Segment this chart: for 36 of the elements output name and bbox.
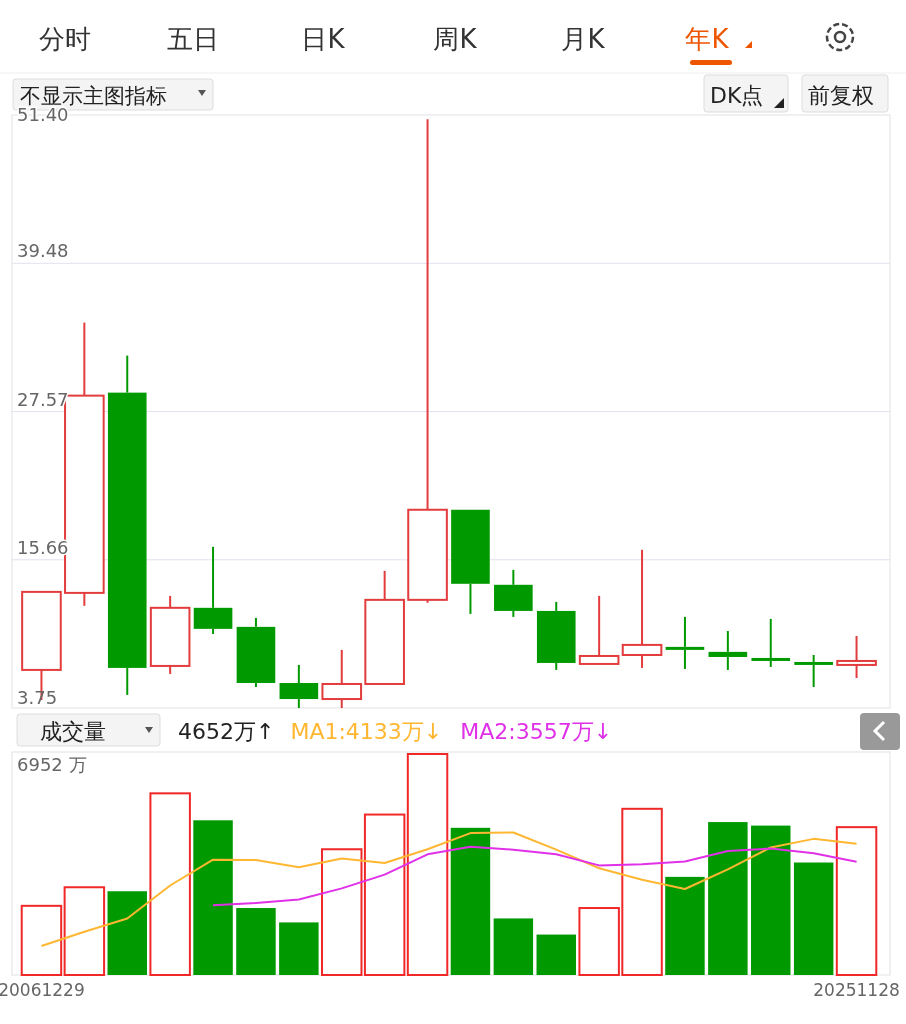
bar (149, 792, 191, 976)
bar (493, 918, 534, 975)
text: 日K (301, 24, 346, 54)
text: 周K (433, 24, 478, 54)
chart-title: 成交量 (40, 719, 106, 744)
x-tick-label: 20061229 (0, 980, 85, 1000)
x-tick-label: 20251128 (813, 980, 900, 1000)
text: 分时 (39, 24, 91, 54)
text: MA2:3557万↓ (460, 719, 613, 744)
bar (751, 825, 791, 975)
bar (20, 904, 63, 976)
bar (665, 876, 705, 975)
text: 五日 (167, 24, 219, 54)
text: 4652万↑ (178, 719, 275, 744)
bar (406, 753, 449, 976)
bar (708, 822, 748, 975)
bar (321, 848, 363, 976)
bar (107, 891, 147, 975)
bar (450, 827, 491, 975)
text: 前复权 (808, 83, 874, 108)
bar (536, 934, 576, 975)
bar (236, 908, 276, 975)
text: DK点 (710, 83, 764, 108)
bar (835, 826, 878, 976)
bar (63, 886, 106, 976)
text: MA1:4133万↓ (290, 719, 443, 744)
text: 不显示主图指标 (20, 84, 167, 108)
bar (363, 813, 406, 976)
y-tick-label: 3.75 (17, 687, 58, 708)
annotation: 6952 万 (17, 754, 87, 775)
y-tick-label: 39.48 (17, 240, 69, 262)
text: 年K (685, 24, 730, 54)
bar (279, 922, 319, 975)
text: 月K (561, 24, 606, 54)
bar (193, 820, 233, 975)
bar (793, 862, 834, 975)
